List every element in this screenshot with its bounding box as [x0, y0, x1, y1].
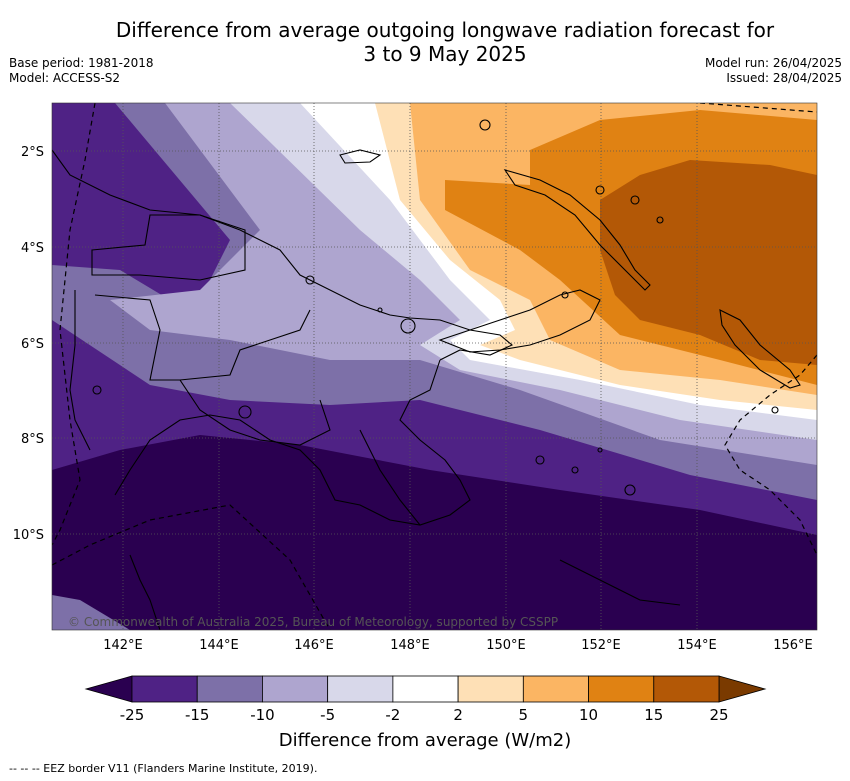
colorbar: -25 -15 -10 -5 -2 2 5 10 15 25	[84, 675, 767, 724]
colorbar-extend-high	[718, 675, 767, 703]
longitude-label: 148°E	[390, 638, 430, 653]
latitude-label: 10°S	[13, 528, 44, 543]
longitude-label: 156°E	[773, 638, 813, 653]
map-title: Difference from average outgoing longwav…	[60, 18, 830, 66]
eez-borders	[52, 103, 817, 630]
title-line-1: Difference from average outgoing longwav…	[115, 18, 775, 42]
colorbar-segment	[588, 675, 655, 703]
longitude-label: 150°E	[486, 638, 526, 653]
colorbar-tick-label: -15	[185, 706, 210, 724]
copyright-text: © Commonwealth of Australia 2025, Bureau…	[68, 615, 558, 629]
model-name: Model: ACCESS-S2	[9, 71, 121, 85]
colorbar-extend-low	[84, 675, 133, 703]
longitude-labels: 142°E 144°E 146°E 148°E 150°E 152°E 154°E 156°E	[103, 638, 813, 653]
colorbar-segment	[457, 675, 524, 703]
colorbar-tick-label: -2	[385, 706, 400, 724]
colorbar-tick-label: -10	[250, 706, 275, 724]
map-plot-area: © Commonwealth of Australia 2025, Bureau…	[52, 103, 817, 630]
colorbar-tick-label: -25	[120, 706, 145, 724]
colorbar-tick-label: 25	[709, 706, 728, 724]
latitude-label: 4°S	[21, 241, 44, 256]
latitude-label: 8°S	[21, 432, 44, 447]
base-period: Base period: 1981-2018	[9, 56, 154, 70]
colorbar-title: Difference from average (W/m2)	[278, 730, 572, 751]
meta-right: Model run: 26/04/2025 Issued: 28/04/2025	[705, 56, 842, 86]
footer-eez-note: -- -- -- EEZ border V11 (Flanders Marine…	[9, 762, 318, 775]
colorbar-segment	[262, 675, 329, 703]
colorbar-segment	[131, 675, 198, 703]
colorbar-segment	[327, 675, 394, 703]
colorbar-segment	[392, 675, 459, 703]
colorbar-tick-label: 15	[644, 706, 663, 724]
title-line-2: 3 to 9 May 2025	[363, 42, 527, 66]
colorbar-tick-label: 10	[579, 706, 598, 724]
colorbar-tick-label: 2	[453, 706, 463, 724]
colorbar-tick-label: 5	[519, 706, 529, 724]
anomaly-band-minus5-to-minus2	[230, 103, 817, 440]
longitude-label: 142°E	[103, 638, 143, 653]
coastlines	[52, 119, 801, 630]
map-gridlines	[52, 103, 817, 630]
longitude-label: 152°E	[581, 638, 621, 653]
anomaly-band-15-to-25	[600, 160, 817, 365]
colorbar-tick-label: -5	[320, 706, 335, 724]
longitude-label: 144°E	[199, 638, 239, 653]
latitude-label: 6°S	[21, 337, 44, 352]
longitude-label: 146°E	[294, 638, 334, 653]
issued-date: Issued: 28/04/2025	[726, 71, 842, 85]
latitude-label: 2°S	[21, 145, 44, 160]
map-frame	[51, 102, 818, 631]
meta-left: Base period: 1981-2018 Model: ACCESS-S2	[9, 56, 154, 86]
model-run: Model run: 26/04/2025	[704, 56, 842, 70]
latitude-labels: 2°S 4°S 6°S 8°S 10°S	[13, 145, 44, 543]
colorbar-segment	[196, 675, 263, 703]
longitude-label: 154°E	[677, 638, 717, 653]
colorbar-segment	[522, 675, 589, 703]
anomaly-band-minus15-to-minus10-sw	[52, 595, 130, 630]
colorbar-segment	[653, 675, 720, 703]
